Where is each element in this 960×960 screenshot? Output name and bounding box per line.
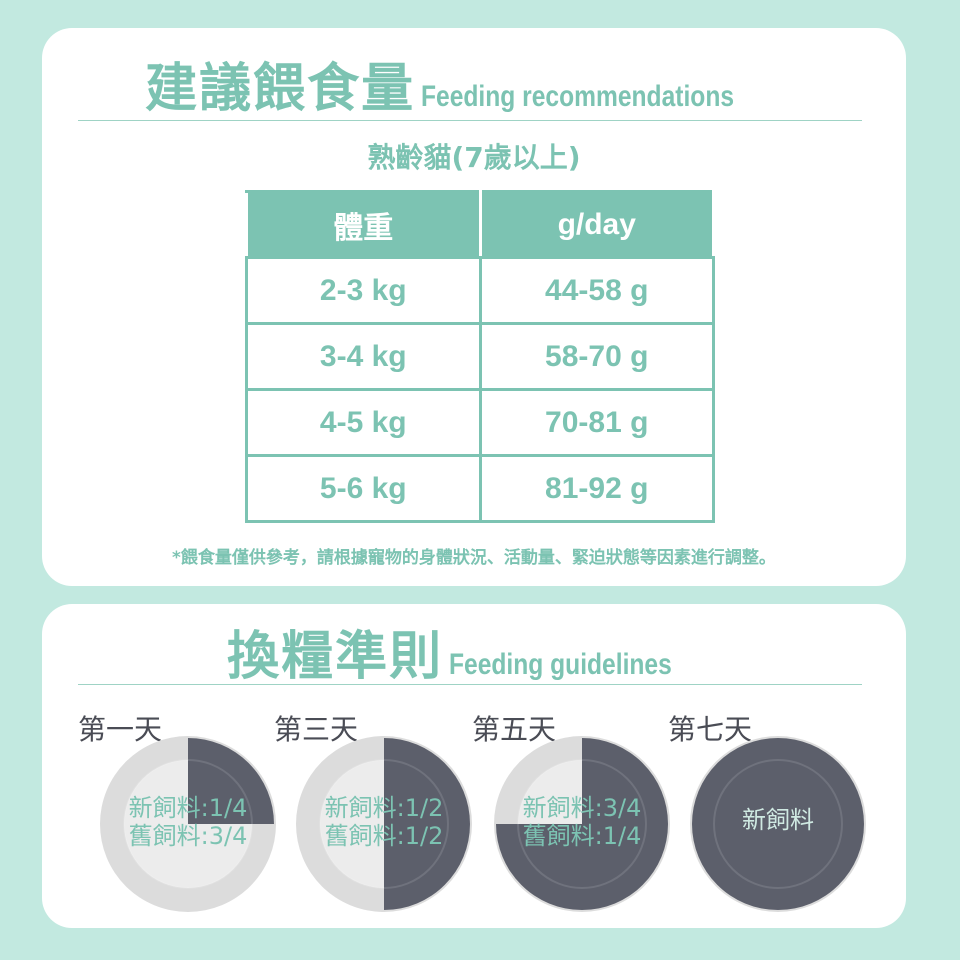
new-food-portion [384, 738, 470, 910]
plate-shade [713, 759, 843, 889]
cell: 4-5 kg [245, 388, 482, 457]
section-title: 換糧準則 Feeding guidelines [42, 614, 906, 689]
header-weight: 體重 [245, 190, 482, 259]
table-row: 4-5 kg 70-81 g [245, 388, 715, 457]
feeding-recommendations-card: 建議餵食量 Feeding recommendations 熟齡貓(7歲以上) 體… [42, 28, 906, 586]
cell: 5-6 kg [245, 454, 482, 523]
divider [78, 684, 862, 685]
title-zh: 建議餵食量 [145, 59, 416, 119]
day-label: 第三天 [274, 713, 359, 746]
food-plate-chart [494, 736, 670, 912]
day-label: 第五天 [472, 713, 557, 746]
new-food-portion [188, 738, 274, 824]
ratio-label: 新飼料:3/4 舊飼料:1/4 [482, 794, 682, 850]
new-food-ratio: 新飼料:1/2 [324, 794, 444, 822]
old-food-ratio: 舊飼料:1/4 [522, 822, 642, 850]
table-header: 體重 g/day [245, 190, 715, 259]
plate-shade [123, 759, 253, 889]
cell: 58-70 g [478, 322, 715, 391]
food-plate-chart [296, 736, 472, 912]
cell: 44-58 g [478, 256, 715, 325]
title-en: Feeding guidelines [449, 648, 672, 681]
divider [78, 120, 862, 121]
table-row: 3-4 kg 58-70 g [245, 322, 715, 391]
ratio-label: 新飼料:1/4 舊飼料:3/4 [88, 794, 288, 850]
new-food-ratio: 新飼料:3/4 [522, 794, 642, 822]
disclaimer-note: *餵食量僅供參考，請根據寵物的身體狀況、活動量、緊迫狀態等因素進行調整。 [172, 548, 776, 568]
table-row: 2-3 kg 44-58 g [245, 256, 715, 325]
cell: 81-92 g [478, 454, 715, 523]
old-food-ratio: 舊飼料:3/4 [128, 822, 248, 850]
header-amount: g/day [478, 190, 715, 259]
food-plate-chart [100, 736, 276, 912]
day-label: 第七天 [668, 713, 753, 746]
feeding-table: 體重 g/day 2-3 kg 44-58 g 3-4 kg 58-70 g 4-5 … [245, 190, 715, 523]
old-food-ratio: 舊飼料:1/2 [324, 822, 444, 850]
food-plate-chart [690, 736, 866, 912]
new-food-ratio: 新飼料 [742, 806, 814, 834]
subtitle: 熟齡貓(7歲以上) [367, 141, 581, 174]
cell: 2-3 kg [245, 256, 482, 325]
section-title: 建議餵食量 Feeding recommendations [42, 46, 906, 121]
day-label: 第一天 [78, 713, 163, 746]
table-row: 5-6 kg 81-92 g [245, 454, 715, 523]
title-en: Feeding recommendations [421, 80, 735, 113]
new-food-portion [692, 738, 864, 910]
cell: 70-81 g [478, 388, 715, 457]
new-food-portion [496, 738, 668, 910]
plate-shade [517, 759, 647, 889]
ratio-label: 新飼料 [678, 806, 878, 834]
new-food-ratio: 新飼料:1/4 [128, 794, 248, 822]
title-zh: 換糧準則 [227, 627, 444, 687]
plate-shade [319, 759, 449, 889]
cell: 3-4 kg [245, 322, 482, 391]
ratio-label: 新飼料:1/2 舊飼料:1/2 [284, 794, 484, 850]
feeding-guidelines-card: 換糧準則 Feeding guidelines 第一天 新飼料:1/4 舊飼料:3… [42, 604, 906, 928]
